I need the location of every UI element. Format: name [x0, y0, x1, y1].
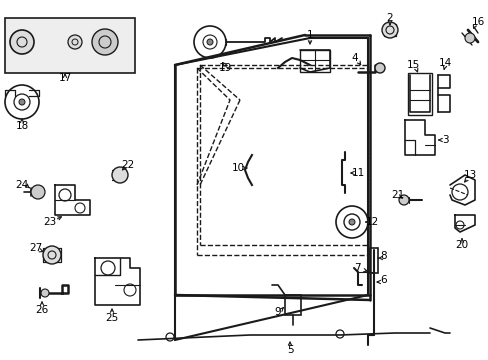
Text: 16: 16 — [470, 17, 484, 27]
Circle shape — [374, 63, 384, 73]
Text: 13: 13 — [463, 170, 476, 180]
Text: 10: 10 — [231, 163, 244, 173]
Text: 5: 5 — [286, 345, 293, 355]
Text: 6: 6 — [380, 275, 386, 285]
Circle shape — [41, 289, 49, 297]
Circle shape — [398, 195, 408, 205]
Text: 8: 8 — [380, 251, 386, 261]
Circle shape — [464, 33, 474, 43]
Text: 4: 4 — [351, 53, 358, 63]
Text: 23: 23 — [43, 217, 57, 227]
Circle shape — [68, 35, 82, 49]
Circle shape — [19, 99, 25, 105]
Circle shape — [43, 246, 61, 264]
Text: 2: 2 — [386, 13, 392, 23]
Text: 24: 24 — [15, 180, 29, 190]
Text: 12: 12 — [365, 217, 378, 227]
Bar — [285, 295, 301, 315]
Text: 9: 9 — [274, 307, 281, 317]
Circle shape — [348, 219, 354, 225]
Circle shape — [206, 39, 213, 45]
Text: 1: 1 — [306, 30, 313, 40]
Text: 19: 19 — [218, 63, 231, 73]
Bar — [5, 18, 135, 73]
Bar — [369, 248, 377, 273]
Bar — [299, 50, 329, 72]
Text: 26: 26 — [35, 305, 48, 315]
Text: 21: 21 — [390, 190, 404, 200]
Text: 7: 7 — [353, 263, 360, 273]
Text: 18: 18 — [15, 121, 29, 131]
Text: 27: 27 — [29, 243, 42, 253]
Text: 17: 17 — [58, 73, 71, 83]
Text: 25: 25 — [105, 313, 119, 323]
Text: 20: 20 — [454, 240, 468, 250]
Circle shape — [112, 167, 128, 183]
Text: 22: 22 — [121, 160, 134, 170]
Bar — [407, 73, 431, 115]
Circle shape — [10, 30, 34, 54]
Text: 15: 15 — [406, 60, 419, 70]
Circle shape — [381, 22, 397, 38]
Circle shape — [92, 29, 118, 55]
Circle shape — [31, 185, 45, 199]
Text: 14: 14 — [437, 58, 451, 68]
Text: 11: 11 — [351, 168, 364, 178]
Text: 3: 3 — [441, 135, 447, 145]
